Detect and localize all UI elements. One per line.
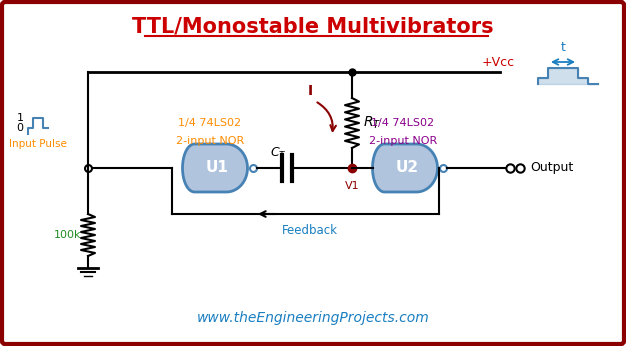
Text: 0: 0 xyxy=(16,123,24,133)
Text: 2-input NOR: 2-input NOR xyxy=(369,136,437,146)
Text: 100k: 100k xyxy=(54,230,82,240)
Text: Output: Output xyxy=(530,162,573,174)
Text: TTL/Monostable Multivibrators: TTL/Monostable Multivibrators xyxy=(132,16,494,36)
Polygon shape xyxy=(372,144,438,192)
Text: Input Pulse: Input Pulse xyxy=(9,139,67,149)
Text: 1/4 74LS02: 1/4 74LS02 xyxy=(371,118,434,128)
Text: U2: U2 xyxy=(396,161,419,175)
Text: $C_T$: $C_T$ xyxy=(270,146,286,161)
Text: V1: V1 xyxy=(345,181,359,191)
Text: 1/4 74LS02: 1/4 74LS02 xyxy=(178,118,242,128)
Polygon shape xyxy=(183,144,247,192)
Text: 1: 1 xyxy=(16,113,24,123)
Text: $R_T$: $R_T$ xyxy=(363,115,381,131)
Text: U1: U1 xyxy=(205,161,228,175)
Text: t: t xyxy=(560,41,565,54)
Text: +Vcc: +Vcc xyxy=(482,55,515,69)
Text: Feedback: Feedback xyxy=(282,224,338,237)
Text: www.theEngineeringProjects.com: www.theEngineeringProjects.com xyxy=(197,311,429,325)
Text: I: I xyxy=(307,84,312,98)
Text: 2-input NOR: 2-input NOR xyxy=(176,136,244,146)
